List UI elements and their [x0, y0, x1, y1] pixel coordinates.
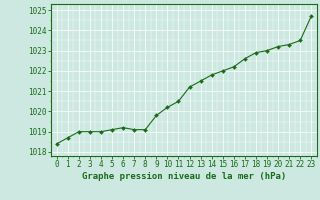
X-axis label: Graphe pression niveau de la mer (hPa): Graphe pression niveau de la mer (hPa)	[82, 172, 286, 181]
